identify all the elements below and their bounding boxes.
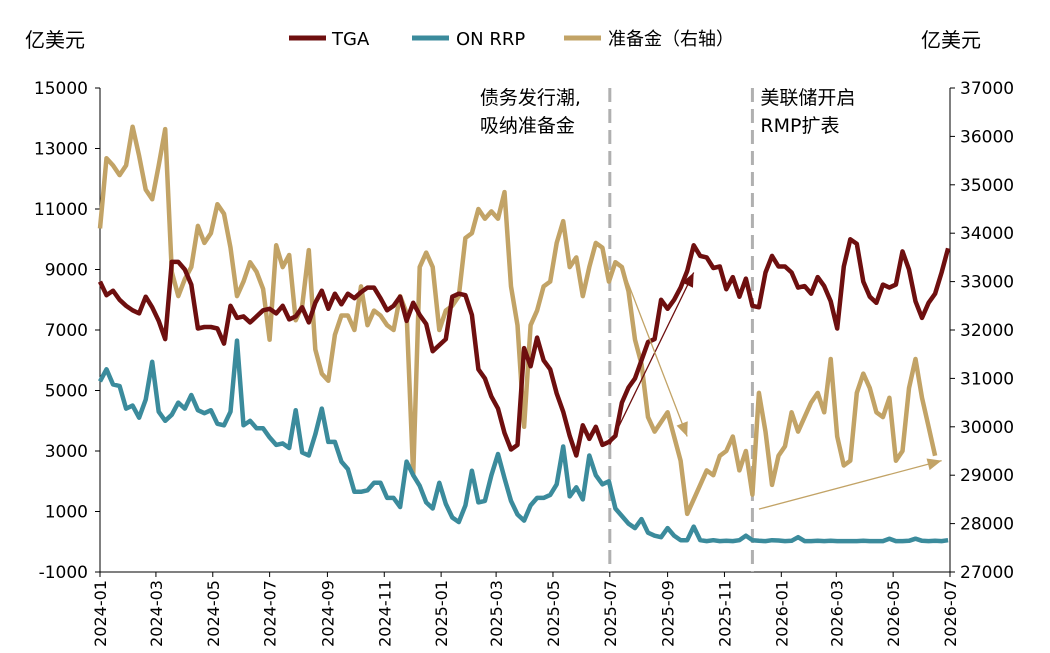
x-tick-label: 2026-07 — [941, 580, 960, 647]
trend-arrow-head-3 — [926, 458, 942, 471]
trend-arrows — [609, 266, 942, 510]
right-y-tick-label: 27000 — [960, 563, 1014, 583]
x-tick-label: 2026-05 — [884, 580, 903, 647]
legend-label-onrrp: ON RRP — [456, 29, 525, 50]
right-y-tick-label: 33000 — [960, 273, 1014, 293]
x-tick-label: 2025-07 — [601, 580, 620, 647]
left-y-tick-label: 7000 — [45, 321, 88, 341]
right-y-tick-label: 36000 — [960, 127, 1014, 147]
left-y-tick-label: 3000 — [45, 442, 88, 462]
right-y-tick-label: 31000 — [960, 369, 1014, 389]
left-y-tick-label: 5000 — [45, 382, 88, 402]
x-tick-label: 2025-11 — [715, 580, 734, 647]
legend: TGA ON RRP 准备金（右轴） — [289, 29, 734, 50]
left-y-tick-label: -1000 — [39, 563, 88, 583]
right-y-tick-label: 37000 — [960, 79, 1014, 99]
x-tick-label: 2025-09 — [659, 580, 678, 647]
series-line- — [97, 124, 938, 517]
trend-arrow-3 — [758, 460, 942, 510]
left-y-tick-label: 11000 — [34, 200, 88, 220]
legend-label-reserves: 准备金（右轴） — [608, 29, 734, 50]
right-y-tick-label: 30000 — [960, 418, 1014, 438]
x-tick-label: 2025-03 — [487, 580, 506, 647]
right-y-tick-label: 32000 — [960, 321, 1014, 341]
vline-label-1-line-1: 债务发行潮, — [480, 87, 581, 109]
x-tick-label: 2025-01 — [432, 580, 451, 647]
x-tick-label: 2026-03 — [827, 580, 846, 647]
x-tick-label: 2024-05 — [204, 580, 223, 647]
series-layer — [97, 124, 951, 544]
right-y-tick-label: 35000 — [960, 176, 1014, 196]
left-y-tick-label: 15000 — [34, 79, 88, 99]
x-tick-label: 2024-11 — [375, 580, 394, 647]
right-y-tick-label: 34000 — [960, 224, 1014, 244]
right-axis-unit: 亿美元 — [921, 28, 981, 52]
x-tick-label: 2024-03 — [147, 580, 166, 647]
left-y-tick-label: 1000 — [45, 503, 88, 523]
right-y-tick-label: 29000 — [960, 466, 1014, 486]
legend-label-tga: TGA — [331, 29, 370, 50]
vline-label-2-line-2: RMP扩表 — [760, 115, 839, 137]
trend-arrow-head-1 — [682, 272, 694, 288]
right-y-tick-label: 28000 — [960, 515, 1014, 535]
x-tick-label: 2025-05 — [544, 580, 563, 647]
axes: -1000 1000 3000 5000 7000 9000 11000 13000 15000… — [34, 79, 1014, 647]
left-axis-unit: 亿美元 — [25, 28, 85, 52]
left-y-tick-label: 13000 — [34, 140, 88, 160]
x-tick-label: 2024-01 — [91, 580, 110, 647]
series-line-onrrp — [98, 338, 949, 544]
vline-label-2-line-1: 美联储开启 — [760, 87, 855, 109]
trend-arrow-2 — [621, 266, 688, 437]
vline-label-1-line-2: 吸纳准备金 — [480, 115, 575, 137]
trend-arrow-head-2 — [676, 421, 688, 437]
left-y-tick-label: 9000 — [45, 261, 88, 281]
x-tick-label: 2024-09 — [318, 580, 337, 647]
series-line-tga — [97, 237, 951, 458]
x-tick-label: 2024-07 — [261, 580, 280, 647]
trend-arrow-1 — [609, 272, 695, 446]
x-tick-label: 2026-01 — [772, 580, 791, 647]
